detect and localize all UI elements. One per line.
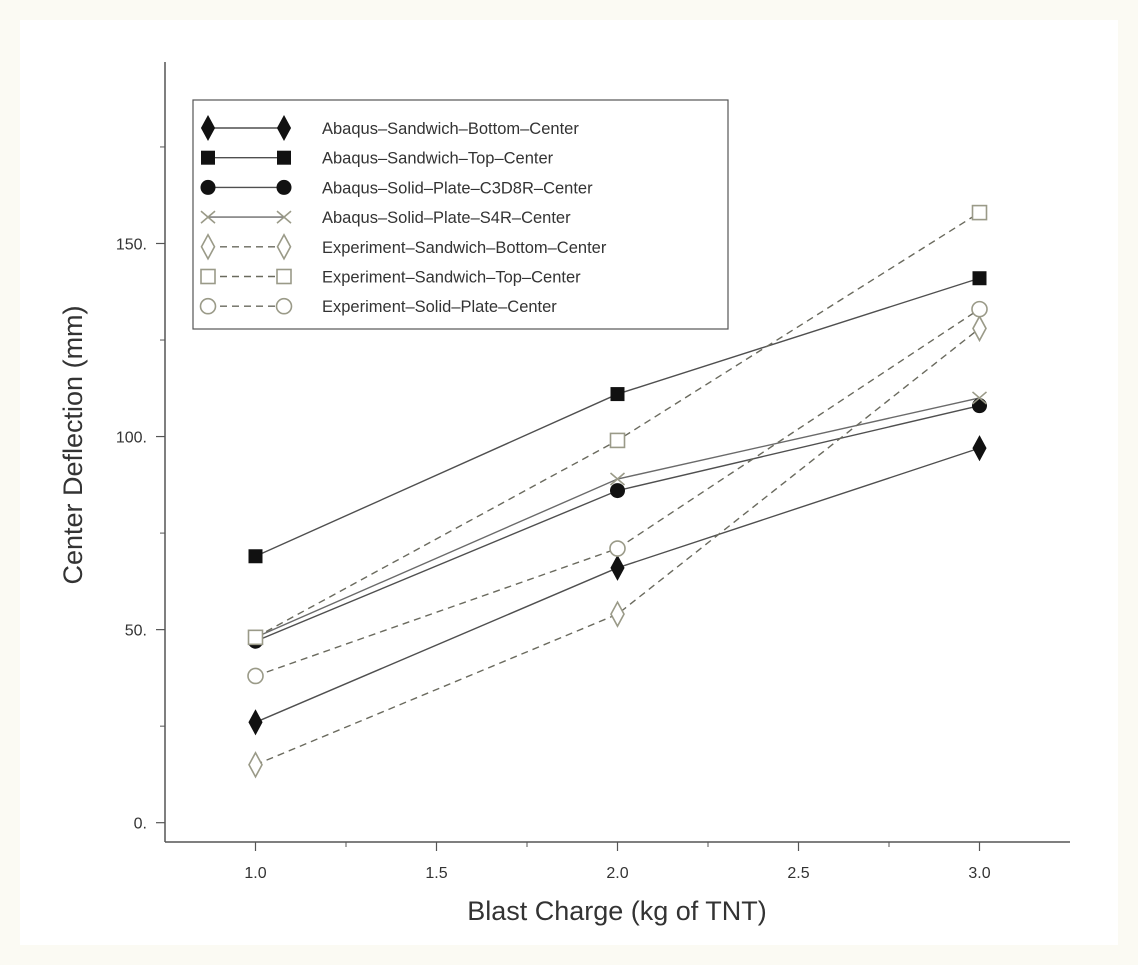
legend-marker (275, 297, 293, 315)
legend-entry: Experiment–Solid–Plate–Center (199, 297, 557, 316)
y-tick-label: 100. (116, 430, 147, 447)
series-line (255, 308, 980, 677)
data-point (609, 540, 626, 557)
y-tick-label: 0. (134, 816, 147, 833)
legend-marker (200, 233, 216, 261)
x-tick-label: 3.0 (968, 865, 990, 882)
data-point (609, 472, 626, 486)
legend-label: Experiment–Sandwich–Bottom–Center (322, 239, 607, 257)
data-point (972, 314, 987, 343)
y-tick-label: 50. (125, 623, 147, 640)
x-tick-label: 1.0 (244, 865, 266, 882)
data-point (610, 600, 625, 628)
legend-marker (200, 179, 216, 195)
data-point (971, 391, 988, 405)
data-point (247, 667, 264, 685)
legend-label: Abaqus–Sandwich–Bottom–Center (322, 120, 579, 138)
legend-marker (277, 150, 291, 165)
data-point (972, 398, 987, 414)
legend-label: Abaqus–Solid–Plate–C3D8R–Center (322, 179, 593, 197)
legend-marker (276, 179, 292, 195)
legend-label: Experiment–Solid–Plate–Center (322, 298, 557, 316)
x-axis-label: Blast Charge (kg of TNT) (467, 896, 767, 926)
series-markers (247, 204, 988, 779)
data-point (971, 204, 988, 221)
legend-marker (276, 233, 292, 261)
legend-entry: Abaqus–Solid–Plate–C3D8R–Center (200, 179, 593, 197)
legend: Abaqus–Sandwich–Bottom–Center Abaqus–Sand… (192, 99, 729, 330)
y-tick-label: 150. (116, 236, 147, 253)
legend-entry: Experiment–Sandwich–Bottom–Center (200, 233, 607, 261)
legend-label: Experiment–Sandwich–Top–Center (322, 269, 581, 287)
x-tick-label: 2.5 (787, 865, 809, 882)
legend-marker (200, 210, 216, 224)
legend-marker (276, 268, 292, 285)
legend-marker (200, 268, 216, 285)
data-point (248, 751, 263, 779)
x-tick-label: 2.0 (606, 865, 628, 882)
legend-entry: Abaqus–Sandwich–Bottom–Center (200, 114, 579, 142)
data-point (247, 629, 264, 646)
data-point (972, 435, 987, 462)
x-tick-label: 1.5 (425, 865, 447, 882)
legend-marker (201, 150, 215, 165)
legend-entry: Abaqus–Sandwich–Top–Center (201, 150, 554, 168)
legend-entry: Experiment–Sandwich–Top–Center (200, 268, 581, 287)
legend-marker (276, 114, 292, 142)
data-point (972, 271, 987, 286)
legend-label: Abaqus–Solid–Plate–S4R–Center (322, 209, 571, 227)
legend-marker (199, 297, 217, 315)
data-point (610, 554, 625, 581)
data-point (248, 549, 263, 564)
data-point (610, 387, 625, 402)
ticks: 1.0 1.5 2.0 2.5 3.0 0. 50. 100. 150. (116, 146, 991, 882)
legend-entry: Abaqus–Solid–Plate–S4R–Center (200, 209, 571, 227)
legend-marker (276, 210, 292, 224)
series-line (255, 327, 980, 766)
data-point (971, 300, 988, 318)
data-point (610, 483, 625, 499)
y-axis-label: Center Deflection (mm) (58, 305, 88, 584)
legend-label: Abaqus–Sandwich–Top–Center (322, 150, 554, 168)
data-point (248, 709, 263, 736)
legend-marker (200, 114, 216, 142)
data-point (609, 432, 626, 449)
